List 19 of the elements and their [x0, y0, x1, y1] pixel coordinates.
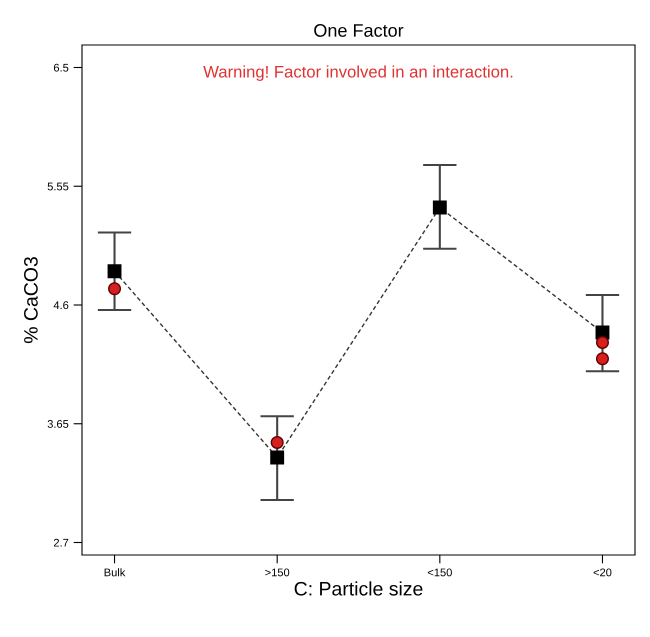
- point: [596, 352, 609, 366]
- y-tick-label: 6.5: [54, 64, 68, 72]
- point: [270, 436, 284, 450]
- x-tick-label: <20: [594, 568, 612, 576]
- y-tick-label: 4.6: [54, 301, 68, 310]
- y-tick-label: 3.65: [48, 420, 68, 428]
- y-axis-title: % CaCO3: [24, 257, 38, 344]
- x-tick-label: >150: [265, 568, 290, 576]
- y-tick-label: 5.55: [48, 182, 68, 190]
- chart-title: One Factor: [314, 24, 404, 37]
- x-tick-label: Bulk: [104, 568, 126, 576]
- point: [432, 200, 447, 214]
- x-axis-title: C: Particle size: [294, 581, 422, 596]
- point: [270, 450, 284, 464]
- y-tick-label: 2.7: [54, 538, 68, 547]
- point: [108, 282, 122, 296]
- x-tick-label: <150: [428, 568, 452, 576]
- annotation: Warning! Factor involved in an interaction.: [203, 65, 512, 81]
- point: [108, 264, 122, 278]
